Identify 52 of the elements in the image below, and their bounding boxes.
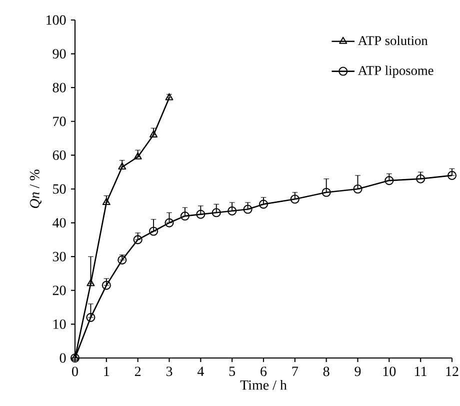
legend-label: ATP liposome	[358, 66, 434, 78]
point	[102, 198, 110, 206]
point	[164, 218, 174, 228]
point	[212, 208, 221, 218]
x-tick-label: 10	[383, 366, 396, 376]
point	[243, 204, 252, 214]
point	[353, 184, 362, 194]
y-axis-title: Qn / %	[30, 170, 42, 208]
x-tick-label: 4	[197, 366, 204, 376]
point	[134, 152, 142, 160]
y-tick-label: 60	[52, 150, 66, 160]
legend-label: ATP solution	[358, 36, 428, 46]
y-tick-label: 40	[52, 218, 66, 228]
point	[118, 162, 126, 170]
x-tick-label: 11	[415, 366, 426, 376]
point	[258, 200, 268, 209]
x-tick-label: 9	[354, 366, 361, 376]
y-tick-label: 0	[60, 353, 66, 363]
y-tick-label: 30	[52, 252, 66, 262]
y-tick-label: 90	[52, 49, 66, 59]
point	[196, 210, 206, 219]
point	[86, 312, 96, 322]
y-tick-label: 50	[53, 184, 66, 194]
x-tick-label: 2	[134, 366, 141, 376]
y-tick-label: 20	[52, 286, 66, 296]
point	[228, 206, 237, 216]
x-tick-label: 8	[323, 366, 330, 376]
point	[447, 170, 457, 180]
point	[416, 174, 426, 184]
point	[150, 130, 158, 138]
y-tick-label: 100	[46, 15, 66, 25]
point	[133, 235, 142, 244]
point	[165, 93, 174, 100]
point	[180, 211, 190, 221]
x-tick-label: 5	[229, 366, 236, 376]
x-tick-label: 6	[260, 366, 267, 376]
point	[102, 280, 111, 290]
point	[86, 279, 95, 286]
point	[322, 188, 331, 197]
x-tick-label: 0	[72, 366, 78, 376]
x-tick-label: 1	[104, 366, 110, 376]
x-tick-label: 7	[292, 366, 298, 376]
point	[118, 255, 127, 265]
y-tick-label: 80	[52, 82, 66, 92]
point	[384, 176, 394, 186]
x-tick-label: 3	[166, 366, 172, 376]
y-tick-label: 70	[53, 116, 66, 126]
point	[149, 226, 158, 236]
x-tick-label: 12	[446, 366, 458, 376]
point	[290, 194, 300, 204]
x-axis-title: Time / h	[240, 380, 287, 390]
y-tick-label: 10	[54, 319, 66, 329]
